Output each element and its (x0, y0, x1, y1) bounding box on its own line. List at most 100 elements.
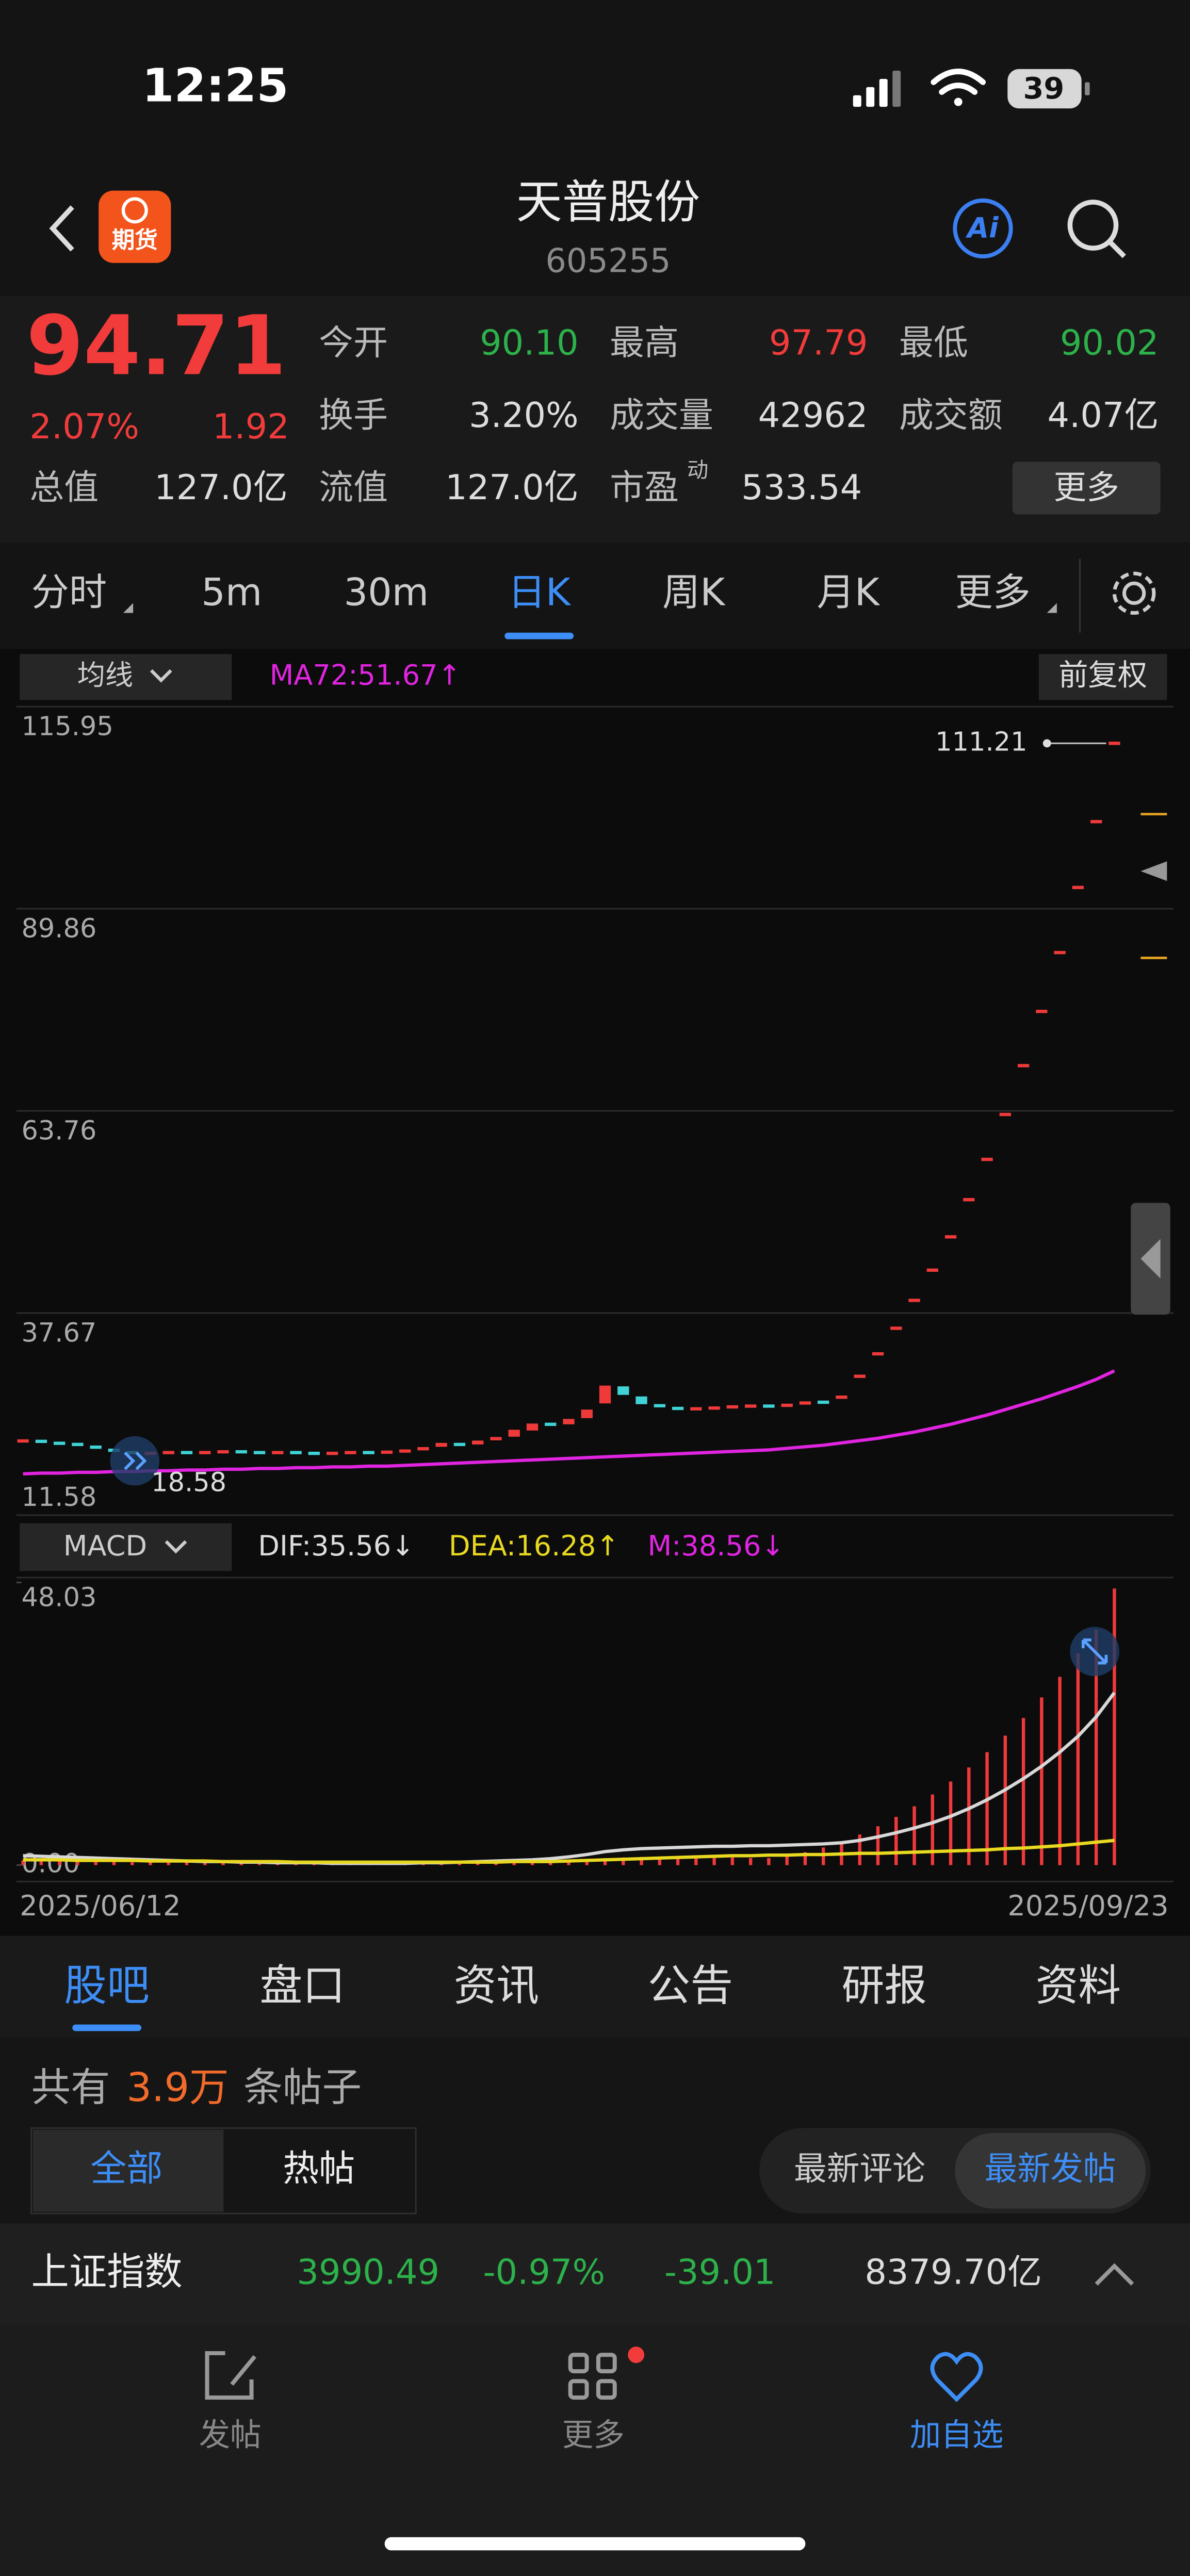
candle-body (345, 1451, 356, 1454)
macd-bar (985, 1752, 989, 1865)
change-pct: 2.07% (29, 406, 139, 447)
content-tab[interactable]: 盘口 (259, 1960, 345, 2010)
index-bg (0, 2223, 1190, 2325)
period-tab[interactable]: 月K (817, 570, 881, 614)
candle-body (999, 1112, 1011, 1117)
candle-body (35, 1439, 47, 1443)
signal-icon (853, 71, 901, 107)
y-tick-label: 48.03 (21, 1582, 96, 1613)
settings-button[interactable] (1112, 571, 1156, 615)
candle-body (981, 1157, 993, 1161)
stat-value: 42962 (758, 395, 868, 435)
stat-value: 90.02 (1060, 323, 1159, 363)
period-tab[interactable]: 日K (508, 570, 572, 614)
period-tab[interactable]: 分时 (31, 570, 107, 614)
dif-label: DIF:35.56↓ (258, 1530, 414, 1562)
nav-more[interactable]: 更多 (562, 2417, 625, 2453)
period-tab[interactable]: 5m (201, 570, 262, 614)
content-tab[interactable]: 股吧 (64, 1960, 150, 2010)
price: 94.71 (26, 298, 286, 393)
candle-body (399, 1449, 411, 1453)
filter-hot[interactable]: 热帖 (283, 2147, 355, 2189)
period-tab[interactable]: 更多 (955, 570, 1031, 614)
more-icon[interactable] (568, 2353, 617, 2400)
candle-body (744, 1404, 757, 1408)
macd-bar (221, 1862, 225, 1865)
candle-body (963, 1198, 975, 1202)
content-tab[interactable]: 研报 (841, 1960, 927, 2010)
macd-bar (1058, 1677, 1062, 1865)
candle-body (944, 1235, 957, 1239)
macd-bar (912, 1806, 916, 1865)
adjust-label: 前复权 (1058, 658, 1147, 692)
y-tick-label: 115.95 (21, 712, 113, 742)
nav-watch[interactable]: 加自选 (910, 2417, 1004, 2453)
macd-bar (931, 1794, 934, 1865)
stat-value: 4.07亿 (1048, 395, 1159, 435)
macd-selector[interactable] (20, 1523, 232, 1571)
macd-label: MACD (63, 1530, 147, 1562)
watch-icon[interactable] (930, 2352, 983, 2402)
macd-bar (21, 1860, 25, 1865)
sort-active-bg (955, 2132, 1146, 2209)
post-icon[interactable] (205, 2351, 256, 2400)
candle-body (799, 1401, 811, 1405)
index-expand[interactable] (1095, 2263, 1134, 2286)
candle-body (508, 1430, 520, 1437)
period-caret (123, 603, 134, 613)
content-tab[interactable]: 资料 (1035, 1960, 1121, 2010)
candle-body (781, 1403, 793, 1407)
macd-bar (785, 1856, 789, 1865)
period-tab[interactable]: 30m (344, 570, 429, 614)
back-button[interactable] (49, 205, 74, 252)
stat-label: 成交量 (610, 395, 713, 435)
macd-bar (239, 1862, 243, 1865)
sort-post[interactable]: 最新发帖 (985, 2150, 1116, 2188)
macd-bar (622, 1857, 625, 1865)
min-label: 18.58 (151, 1467, 226, 1498)
candle-body (1072, 885, 1084, 890)
macd-bar (676, 1857, 680, 1865)
content-tab[interactable]: 资讯 (453, 1960, 539, 2010)
stat-label: 流值 (319, 467, 388, 507)
adjust-button[interactable] (1038, 654, 1167, 700)
macd-bar (822, 1847, 825, 1865)
macd-bar (876, 1826, 880, 1865)
stat-label: 今开 (319, 323, 388, 363)
futures-badge[interactable] (99, 190, 171, 263)
macd-bar (167, 1862, 170, 1865)
macd-bar (257, 1862, 262, 1865)
candle-body (599, 1385, 611, 1404)
stat-value: 127.0亿 (154, 467, 287, 507)
content-tab[interactable]: 公告 (647, 1960, 733, 2010)
more-button[interactable] (1012, 462, 1161, 515)
stat-label: 最高 (610, 323, 679, 363)
filter-all[interactable]: 全部 (90, 2147, 162, 2189)
candle-body (836, 1396, 847, 1399)
macd-bar (603, 1858, 607, 1865)
candle-body (290, 1451, 302, 1454)
candle-body (690, 1407, 702, 1410)
indicator-chevron (150, 669, 172, 683)
stat-label: 总值 (29, 467, 99, 507)
ai-button[interactable] (953, 198, 1013, 259)
sort-comment[interactable]: 最新评论 (794, 2150, 925, 2188)
ma-line (23, 1369, 1115, 1476)
stat-value: 127.0亿 (445, 467, 578, 507)
chart-plot: 11.58 37.67 63.76 89.86 115.95 111.21 18.58 202… (16, 705, 1174, 1922)
macd-bar (1094, 1630, 1098, 1865)
macd-bar (767, 1858, 771, 1865)
indicator-selector[interactable] (20, 654, 232, 700)
macd-bar (803, 1852, 807, 1865)
stats-grid: 今开 90.10 最高 97.79 最低 90.02 换手 3.20% 成交量 42962 成交额 4… (29, 323, 1159, 507)
period-tab[interactable]: 周K (662, 570, 726, 614)
candle-body (818, 1400, 829, 1404)
macd-bar (94, 1861, 97, 1865)
nav-post[interactable]: 发帖 (199, 2417, 262, 2453)
ai-label: Ai (965, 212, 999, 244)
posts-suffix: 条帖子 (243, 2065, 362, 2111)
search-button[interactable] (1067, 200, 1126, 258)
macd-bar (585, 1859, 589, 1865)
